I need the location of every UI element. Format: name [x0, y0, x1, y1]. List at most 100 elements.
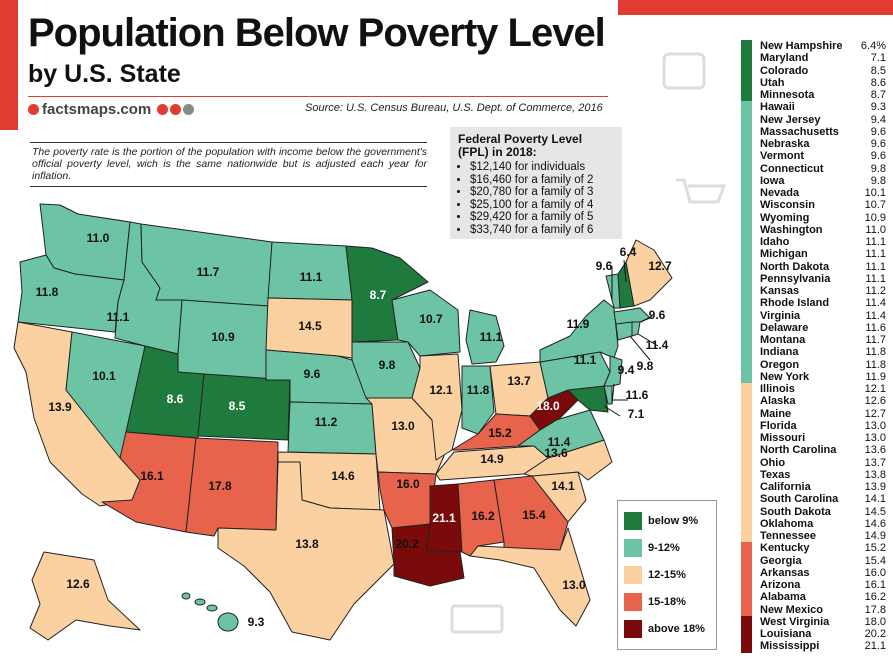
map-value-label: 12.6	[66, 577, 90, 591]
rank-row: Vermont 9.6	[760, 150, 888, 162]
rank-state-value: 17.8	[864, 603, 886, 616]
map-value-label: 13.8	[295, 537, 319, 551]
brand: factsmaps.com	[28, 101, 195, 118]
rank-state-name: Illinois	[760, 383, 795, 395]
rank-state-value: 9.3	[870, 101, 886, 114]
rank-state-value: 13.8	[864, 468, 886, 481]
legend-label: above 18%	[648, 622, 705, 635]
fpl-list: $12,140 for individuals $16,460 for a fa…	[458, 161, 614, 237]
rank-state-name: West Virginia	[760, 615, 830, 628]
rank-state-name: Kansas	[760, 285, 800, 297]
rank-state-value: 8.7	[870, 89, 886, 101]
rank-row: Ohio 13.7	[760, 457, 888, 469]
rank-state-name: California	[760, 481, 811, 493]
rank-state-name: New York	[760, 370, 810, 383]
rank-state-value: 14.9	[864, 530, 886, 542]
rank-state-name: Nebraska	[760, 138, 810, 150]
brand-name: factsmaps.com	[42, 101, 152, 118]
rank-state-name: Ohio	[760, 456, 786, 469]
cart-icon	[676, 178, 727, 204]
fpl-item: $29,420 for a family of 5	[470, 211, 614, 224]
rank-state-value: 20.2	[864, 628, 886, 640]
rank-state-name: Colorado	[760, 64, 809, 77]
rank-row: Indiana 11.8	[760, 346, 888, 358]
facebook-icon[interactable]	[157, 104, 169, 115]
rank-state-value: 11.7	[865, 334, 886, 346]
map-value-label: 8.7	[370, 288, 387, 302]
rank-state-name: Kentucky	[760, 542, 810, 555]
state-maine	[625, 239, 673, 307]
rank-state-value: 7.1	[870, 52, 886, 65]
map-value-label: 9.6	[596, 259, 613, 273]
rank-state-name: Montana	[760, 334, 806, 346]
rank-row: Oklahoma 14.6	[760, 518, 888, 530]
rank-row: Connecticut 9.8	[760, 163, 888, 175]
rank-state-value: 15.2	[864, 542, 886, 555]
map-value-label: 14.5	[298, 319, 322, 333]
rank-color-bar	[741, 40, 752, 102]
rank-state-name: Indiana	[760, 346, 799, 359]
rank-color-bar	[741, 615, 752, 653]
rank-state-name: Arizona	[760, 579, 801, 591]
rank-row: Missouri 13.0	[760, 432, 888, 444]
fpl-item: $16,460 for a family of 2	[470, 174, 614, 187]
rank-row: Louisiana 20.2	[760, 628, 888, 640]
state-florida	[469, 527, 591, 627]
rank-state-value: 13.0	[864, 432, 886, 444]
rank-color-bar	[741, 542, 752, 616]
rank-state-value: 9.6	[870, 150, 886, 163]
rank-row: Delaware 11.6	[760, 322, 888, 334]
map-value-label: 16.2	[471, 509, 495, 523]
rank-row: Montana 11.7	[760, 334, 888, 346]
rank-state-name: Texas	[760, 468, 791, 481]
rank-state-value: 9.6	[870, 138, 886, 150]
divider	[28, 96, 608, 97]
decor-icons	[450, 52, 727, 634]
twitter-icon[interactable]	[170, 104, 182, 115]
map-value-label: 16.0	[396, 477, 420, 491]
instagram-icon[interactable]	[183, 104, 195, 115]
rank-row: North Dakota 11.1	[760, 261, 888, 273]
rank-row: Virginia 11.4	[760, 310, 888, 322]
rank-state-name: Tennessee	[760, 530, 817, 542]
page-subtitle: by U.S. State	[28, 60, 181, 88]
rank-state-name: South Carolina	[760, 493, 839, 506]
map-value-label: 18.0	[536, 399, 560, 413]
rank-row: New Mexico 17.8	[760, 604, 888, 616]
map-value-label: 15.2	[488, 426, 512, 440]
map-value-label: 11.1	[107, 310, 130, 324]
rank-state-name: Mississippi	[760, 640, 820, 653]
rank-row: Kansas 11.2	[760, 285, 888, 297]
rank-state-value: 18.0	[864, 615, 886, 628]
rank-state-name: Florida	[760, 419, 797, 432]
rank-state-name: North Carolina	[760, 444, 837, 457]
rank-state-name: Massachusetts	[760, 125, 839, 138]
rank-state-name: Minnesota	[760, 89, 815, 101]
rank-state-name: Utah	[760, 76, 785, 89]
rank-row: Nevada 10.1	[760, 187, 888, 199]
map-value-label: 11.9	[567, 317, 590, 331]
map-value-label: 13.6	[544, 446, 568, 460]
rank-row: Michigan 11.1	[760, 248, 888, 260]
rank-state-value: 13.6	[864, 444, 886, 457]
rank-state-value: 11.8	[865, 346, 886, 359]
rank-color-bar	[741, 383, 752, 543]
map-value-label: 11.8	[467, 383, 490, 397]
rank-row: Maine 12.7	[760, 408, 888, 420]
legend-label: 9-12%	[648, 541, 680, 554]
rank-row: North Carolina 13.6	[760, 444, 888, 456]
rank-state-name: Maryland	[760, 52, 809, 65]
rank-row: California 13.9	[760, 481, 888, 493]
state-hawaii	[181, 592, 239, 632]
rank-row: Tennessee 14.9	[760, 530, 888, 542]
state-mississippi	[425, 483, 463, 553]
rank-row: Texas 13.8	[760, 469, 888, 481]
rank-row: Arizona 16.1	[760, 579, 888, 591]
map-value-label: 11.8	[36, 285, 59, 299]
map-value-label: 20.2	[395, 537, 419, 551]
rank-state-value: 15.4	[864, 554, 886, 567]
rank-row: Mississippi 21.1	[760, 640, 888, 652]
map-value-label: 10.7	[419, 312, 443, 326]
rank-state-value: 14.5	[864, 505, 886, 518]
